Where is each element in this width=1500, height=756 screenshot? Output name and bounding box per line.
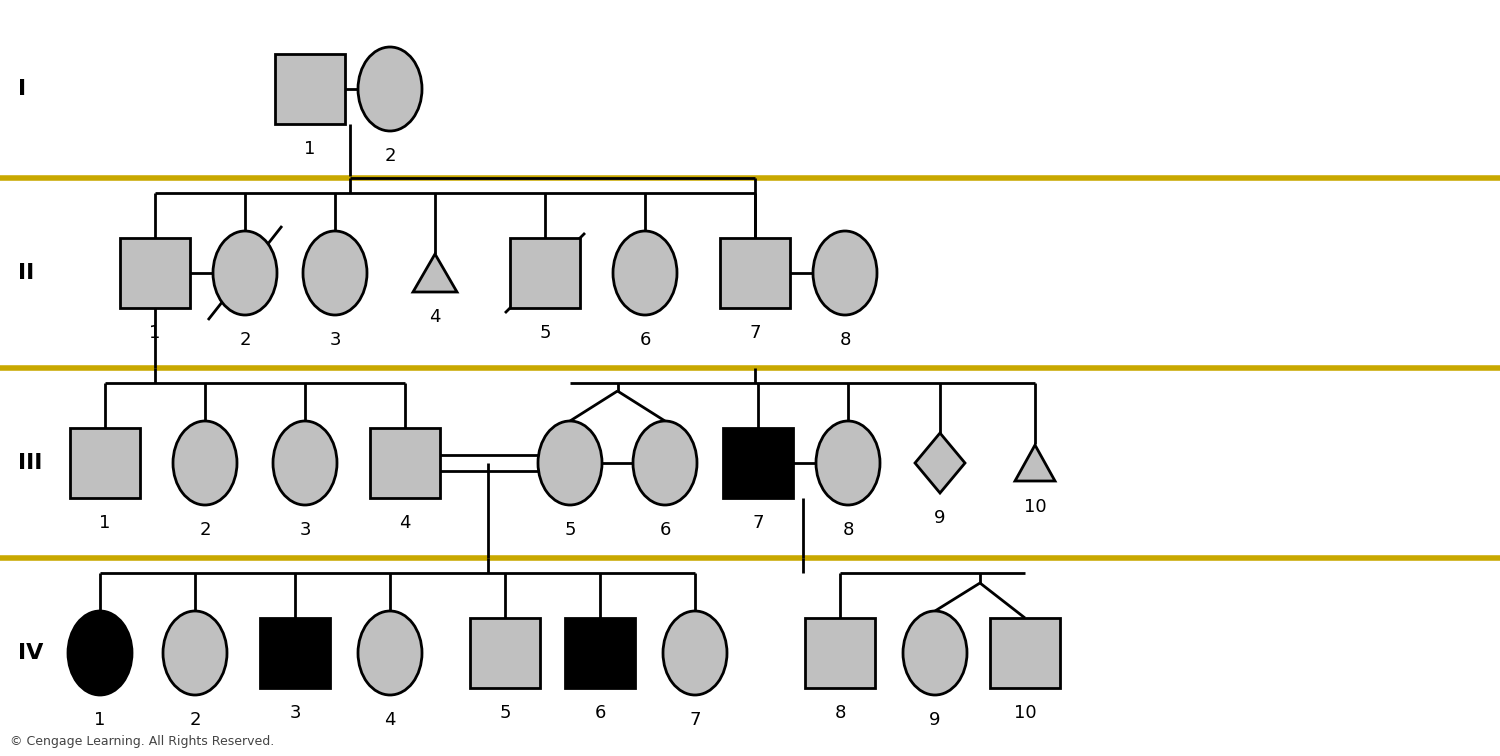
Text: I: I: [18, 79, 26, 99]
Ellipse shape: [164, 611, 226, 695]
Text: 4: 4: [399, 514, 411, 532]
Polygon shape: [413, 254, 458, 292]
Bar: [990, 618, 1060, 688]
Bar: [470, 618, 540, 688]
Text: 8: 8: [840, 331, 850, 349]
Bar: [260, 618, 330, 688]
Bar: [806, 618, 874, 688]
Ellipse shape: [813, 231, 877, 315]
Text: 6: 6: [660, 521, 670, 539]
Text: 6: 6: [639, 331, 651, 349]
Ellipse shape: [614, 231, 676, 315]
Text: 2: 2: [200, 521, 210, 539]
Text: 2: 2: [189, 711, 201, 729]
Text: 10: 10: [1014, 704, 1036, 722]
Ellipse shape: [358, 47, 422, 131]
Text: 7: 7: [688, 711, 700, 729]
Ellipse shape: [68, 611, 132, 695]
Text: 10: 10: [1023, 498, 1047, 516]
Bar: [70, 428, 140, 498]
Text: © Cengage Learning. All Rights Reserved.: © Cengage Learning. All Rights Reserved.: [10, 735, 274, 748]
Text: 3: 3: [298, 521, 310, 539]
Ellipse shape: [538, 421, 602, 505]
Bar: [720, 238, 790, 308]
Ellipse shape: [213, 231, 278, 315]
Text: 8: 8: [834, 704, 846, 722]
Bar: [510, 238, 580, 308]
Ellipse shape: [172, 421, 237, 505]
Text: 2: 2: [384, 147, 396, 165]
Text: IV: IV: [18, 643, 44, 663]
Ellipse shape: [816, 421, 880, 505]
Text: 1: 1: [150, 324, 160, 342]
Text: 4: 4: [429, 308, 441, 326]
Ellipse shape: [273, 421, 338, 505]
Text: 5: 5: [564, 521, 576, 539]
Text: 7: 7: [752, 514, 764, 532]
Bar: [723, 428, 794, 498]
Ellipse shape: [633, 421, 698, 505]
Ellipse shape: [903, 611, 968, 695]
Text: 5: 5: [540, 324, 550, 342]
Bar: [370, 428, 440, 498]
Polygon shape: [1016, 445, 1054, 481]
Text: 2: 2: [240, 331, 250, 349]
Text: 9: 9: [934, 509, 945, 527]
Text: 6: 6: [594, 704, 606, 722]
Ellipse shape: [358, 611, 422, 695]
Text: III: III: [18, 453, 42, 473]
Ellipse shape: [303, 231, 368, 315]
Text: 3: 3: [330, 331, 340, 349]
Text: 8: 8: [843, 521, 854, 539]
Polygon shape: [915, 433, 964, 493]
Text: II: II: [18, 263, 34, 283]
Text: 1: 1: [94, 711, 105, 729]
Bar: [120, 238, 190, 308]
Text: 1: 1: [99, 514, 111, 532]
Text: 3: 3: [290, 704, 300, 722]
Text: 5: 5: [500, 704, 510, 722]
Ellipse shape: [663, 611, 728, 695]
Text: 7: 7: [750, 324, 760, 342]
Text: 9: 9: [928, 711, 940, 729]
Text: 1: 1: [304, 140, 315, 158]
Bar: [274, 54, 345, 124]
Text: 4: 4: [384, 711, 396, 729]
Bar: [566, 618, 634, 688]
